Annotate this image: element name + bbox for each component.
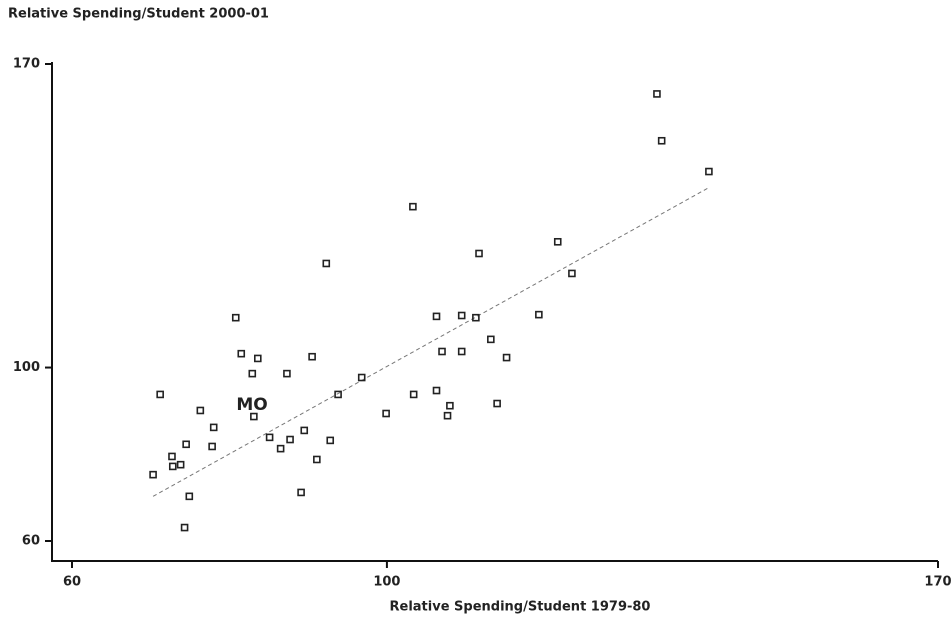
point [357, 373, 366, 382]
point [446, 401, 454, 410]
trend-line [152, 187, 710, 497]
point [308, 352, 316, 361]
y-tick-label: 170 [13, 57, 40, 72]
point [182, 440, 190, 449]
point [168, 452, 176, 461]
point [265, 433, 274, 442]
point [286, 435, 294, 444]
point [409, 202, 417, 211]
point [553, 237, 562, 246]
point [297, 488, 305, 497]
point [237, 349, 246, 358]
point [657, 136, 666, 145]
point [231, 313, 240, 322]
point [443, 411, 452, 420]
point [457, 347, 466, 356]
point [248, 369, 257, 378]
chart-title: Relative Spending/Student 2000-01 [8, 7, 269, 22]
point [487, 335, 495, 344]
point [653, 90, 661, 98]
point [208, 442, 216, 451]
point [535, 310, 543, 319]
point [457, 311, 466, 320]
x-axis-title: Relative Spending/Student 1979-80 [390, 600, 651, 615]
point [472, 313, 480, 322]
y-tick-label: 60 [22, 534, 40, 549]
point [276, 444, 285, 453]
point [283, 369, 291, 378]
point [250, 412, 258, 421]
point [176, 460, 185, 469]
point [438, 347, 446, 356]
point [253, 354, 262, 363]
point [313, 455, 321, 464]
point [705, 167, 713, 176]
point [432, 386, 441, 395]
point [322, 259, 331, 268]
point [168, 462, 177, 471]
x-tick-label: 170 [924, 575, 951, 590]
point [568, 269, 576, 278]
point [326, 436, 335, 445]
point [502, 353, 511, 362]
point [432, 312, 441, 321]
point [149, 470, 157, 479]
point [180, 523, 189, 532]
point [196, 406, 205, 415]
point [300, 426, 309, 435]
point [185, 492, 194, 501]
x-tick-label: 100 [373, 575, 400, 590]
point [156, 390, 164, 399]
point [493, 399, 501, 408]
y-tick-label: 100 [13, 360, 40, 375]
point [475, 249, 483, 258]
point [382, 409, 390, 418]
annotation: MO [236, 395, 267, 415]
point [209, 423, 218, 432]
x-tick-label: 60 [63, 575, 81, 590]
point [409, 390, 418, 399]
point [334, 390, 342, 399]
